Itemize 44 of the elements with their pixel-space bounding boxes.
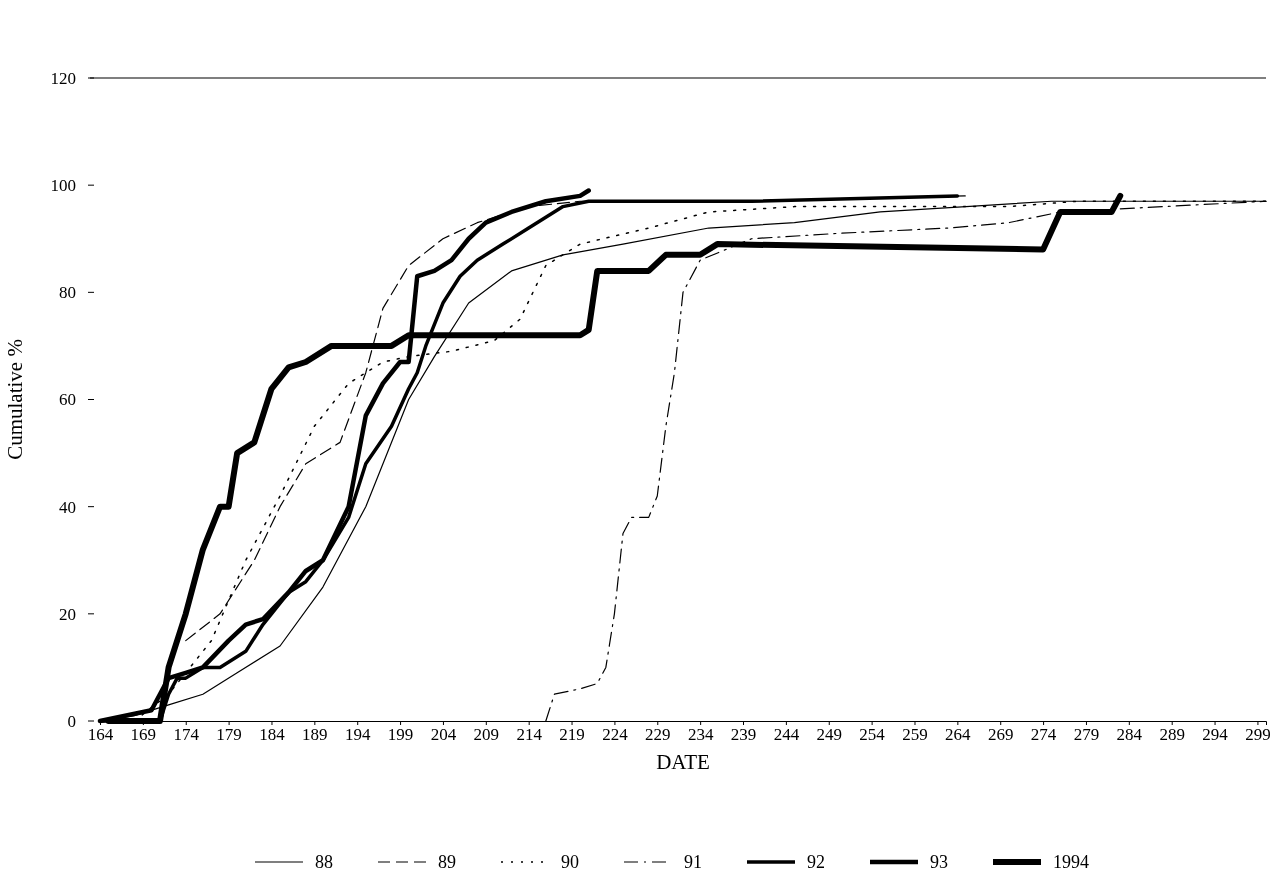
y-tick-label: 20 [59, 604, 76, 624]
legend-label: 1994 [1053, 852, 1089, 872]
x-tick-label: 194 [344, 725, 371, 745]
x-tick-label: 294 [1202, 725, 1229, 745]
y-axis-title: Cumulative % [3, 339, 27, 460]
legend-label: 91 [684, 852, 702, 872]
y-tick-label: 0 [67, 711, 76, 731]
y-tick-label: 40 [59, 497, 76, 517]
x-tick-label: 299 [1245, 725, 1270, 745]
x-tick-label: 284 [1116, 725, 1143, 745]
legend-label: 93 [930, 852, 948, 872]
legend-label: 88 [315, 852, 333, 872]
x-tick-label: 229 [645, 725, 671, 745]
x-tick-label: 179 [216, 725, 242, 745]
x-tick-label: 264 [945, 725, 972, 745]
x-tick-label: 239 [730, 725, 757, 745]
x-tick-label: 244 [773, 725, 800, 745]
legend-label: 90 [561, 852, 579, 872]
x-tick-label: 169 [130, 725, 157, 745]
y-tick-label: 100 [50, 176, 76, 196]
x-tick-label: 269 [987, 725, 1014, 745]
x-tick-label: 189 [302, 725, 328, 745]
y-tick-label: 120 [50, 68, 76, 88]
y-tick-label: 60 [59, 390, 76, 410]
x-tick-label: 164 [87, 725, 114, 745]
x-tick-label: 289 [1159, 725, 1185, 745]
x-tick-label: 259 [902, 725, 928, 745]
legend-label: 92 [807, 852, 825, 872]
x-tick-label: 219 [559, 725, 585, 745]
x-tick-label: 204 [430, 725, 457, 745]
x-tick-label: 274 [1030, 725, 1057, 745]
x-tick-label: 224 [602, 725, 629, 745]
x-tick-label: 279 [1073, 725, 1100, 745]
x-tick-label: 209 [473, 725, 500, 745]
x-tick-label: 234 [687, 725, 714, 745]
x-tick-label: 214 [516, 725, 543, 745]
x-tick-label: 199 [387, 725, 414, 745]
x-tick-label: 184 [259, 725, 286, 745]
x-tick-label: 254 [859, 725, 886, 745]
legend-label: 89 [438, 852, 456, 872]
x-axis-title: DATE [656, 750, 710, 774]
y-tick-label: 80 [59, 283, 76, 303]
x-tick-label: 249 [816, 725, 842, 745]
x-tick-label: 174 [173, 725, 200, 745]
